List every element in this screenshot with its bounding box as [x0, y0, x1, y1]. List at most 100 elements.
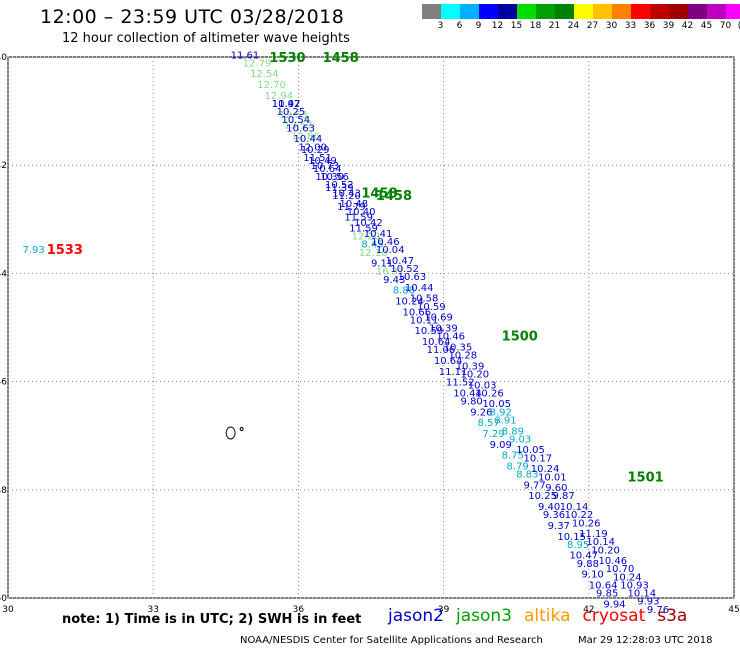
wave-height-value: 10.58 [410, 294, 439, 305]
wave-height-value: 9.40 [538, 502, 560, 513]
wave-height-value: 8.45 [361, 240, 383, 251]
wave-height-value: 9.93 [637, 597, 659, 608]
wave-height-value: 10.24 [395, 296, 424, 307]
wave-height-value: 10.04 [376, 245, 405, 256]
wave-height-value: 12.94 [265, 91, 294, 102]
wave-height-value: 10.42 [272, 99, 301, 110]
x-tick-label: 36 [293, 605, 305, 615]
wave-height-value: 10.44 [405, 283, 434, 294]
wave-height-value: 12.00 [298, 142, 327, 153]
wave-height-value: 11.59 [344, 213, 373, 224]
y-tick-label: -48 [0, 486, 7, 496]
wave-height-value: 10.47 [386, 256, 415, 267]
color-scale-label: 36 [643, 21, 656, 31]
wave-height-value: 11.61 [231, 50, 260, 61]
footer-timestamp: Mar 29 12:28:03 UTC 2018 [578, 635, 713, 646]
wave-height-value: 9.03 [509, 434, 531, 445]
wave-height-value: 8.79 [507, 461, 529, 472]
wave-height-value: 12.70 [257, 80, 286, 91]
chart-title: 12:00 – 23:59 UTC 03/28/2018 [40, 6, 345, 28]
island-small [239, 426, 244, 431]
wave-height-value: 16.37 [376, 267, 405, 278]
wave-height-value: 10.30 [315, 172, 344, 183]
island-outline [225, 426, 244, 440]
x-tick-label: 33 [147, 605, 158, 615]
color-scale-label: (ft) [735, 21, 740, 31]
color-scale-label: 3 [437, 21, 444, 31]
wave-height-value: 10.28 [448, 351, 477, 362]
wave-height-value: 9.37 [548, 521, 570, 532]
wave-height-value: 10.69 [424, 313, 453, 324]
pass-time-label: 1458 [323, 51, 359, 66]
wave-height-value: 9.09 [490, 440, 512, 451]
wave-height-value: 11.06 [427, 345, 456, 356]
axis-ticks: 30 33 36 39 42 45 -40 -42 -44 -46 -48 -50 [0, 53, 740, 615]
wave-height-value: 12.53 [279, 110, 308, 121]
wave-height-value: 10.59 [415, 326, 444, 337]
wave-height-value: 11.39 [325, 183, 354, 194]
x-tick-label: 42 [583, 605, 594, 615]
wave-height-value: 10.17 [523, 453, 552, 464]
wave-height-value: 11.59 [349, 223, 378, 234]
wave-height-value: 10.93 [620, 580, 649, 591]
wave-height-value: 9.76 [647, 605, 669, 616]
color-swatch [669, 4, 688, 19]
satellite-legend-cryosat: cryosat [582, 606, 646, 626]
wave-height-value: 7.93 [23, 245, 45, 256]
wave-height-value: 10.25 [528, 491, 557, 502]
color-scale-label: 21 [548, 21, 561, 31]
wave-height-value: 10.44 [294, 134, 323, 145]
color-scale-label: 15 [510, 21, 523, 31]
wave-height-value: 10.56 [320, 172, 349, 183]
wave-height-value: 9.26 [470, 407, 492, 418]
wave-height-value: 11.51 [303, 153, 332, 164]
y-tick-label: -40 [0, 53, 7, 63]
color-scale-bar [422, 4, 740, 19]
wave-height-value: 10.39 [456, 361, 485, 372]
pass-time-label: 1501 [628, 470, 664, 485]
color-swatch [631, 4, 650, 19]
footer-credit: NOAA/NESDIS Center for Satellite Applica… [240, 635, 543, 646]
wave-height-value: 10.43 [332, 188, 361, 199]
wave-height-value: 10.54 [281, 115, 310, 126]
wave-height-value: 10.64 [422, 337, 451, 348]
color-scale-label: 6 [456, 21, 463, 31]
wave-height-value: 10.46 [436, 332, 465, 343]
wave-height-value: 10.22 [565, 510, 594, 521]
color-scale-label: 45 [700, 21, 713, 31]
wave-height-value: 10.64 [434, 356, 463, 367]
satellite-legend-jason3: jason3 [456, 606, 512, 626]
island-large [225, 426, 236, 440]
wave-height-value: 12.10 [359, 248, 388, 259]
color-swatch [726, 4, 740, 19]
wave-height-value: 10.66 [402, 307, 431, 318]
color-swatch [555, 4, 574, 19]
y-tick-label: -44 [0, 269, 7, 279]
wave-height-value: 10.70 [606, 564, 635, 575]
wave-height-value: 10.11 [410, 315, 439, 326]
color-scale-label: 9 [475, 21, 482, 31]
wave-height-value: 10.14 [628, 589, 657, 600]
wave-height-value: 10.40 [347, 207, 376, 218]
wave-height-value: 10.14 [560, 502, 589, 513]
wave-height-value: 11.20 [332, 191, 361, 202]
satellite-legend-altika: altika [524, 606, 571, 626]
color-swatch [441, 4, 460, 19]
color-swatch [460, 4, 479, 19]
wave-height-value: 9.11 [371, 259, 393, 270]
wave-height-value: 9.85 [596, 589, 618, 600]
wave-height-value: 10.05 [482, 399, 511, 410]
wave-height-value: 11.79 [337, 202, 366, 213]
wave-height-value: 7.29 [482, 429, 504, 440]
wave-height-points: 11.6112.7912.5412.7012.9411.9712.5313.57… [23, 50, 670, 616]
color-swatch [422, 4, 441, 19]
color-swatch [498, 4, 517, 19]
wave-height-value: 10.63 [286, 123, 315, 134]
map-grid [7, 56, 735, 599]
satellite-legend: jason2 jason3 altika cryosat s3a [388, 606, 687, 626]
x-tick-label: 30 [2, 605, 14, 615]
color-swatch [707, 4, 726, 19]
color-swatch [536, 4, 555, 19]
wave-height-value: 10.63 [398, 272, 427, 283]
wave-height-value: 9.10 [582, 570, 604, 581]
